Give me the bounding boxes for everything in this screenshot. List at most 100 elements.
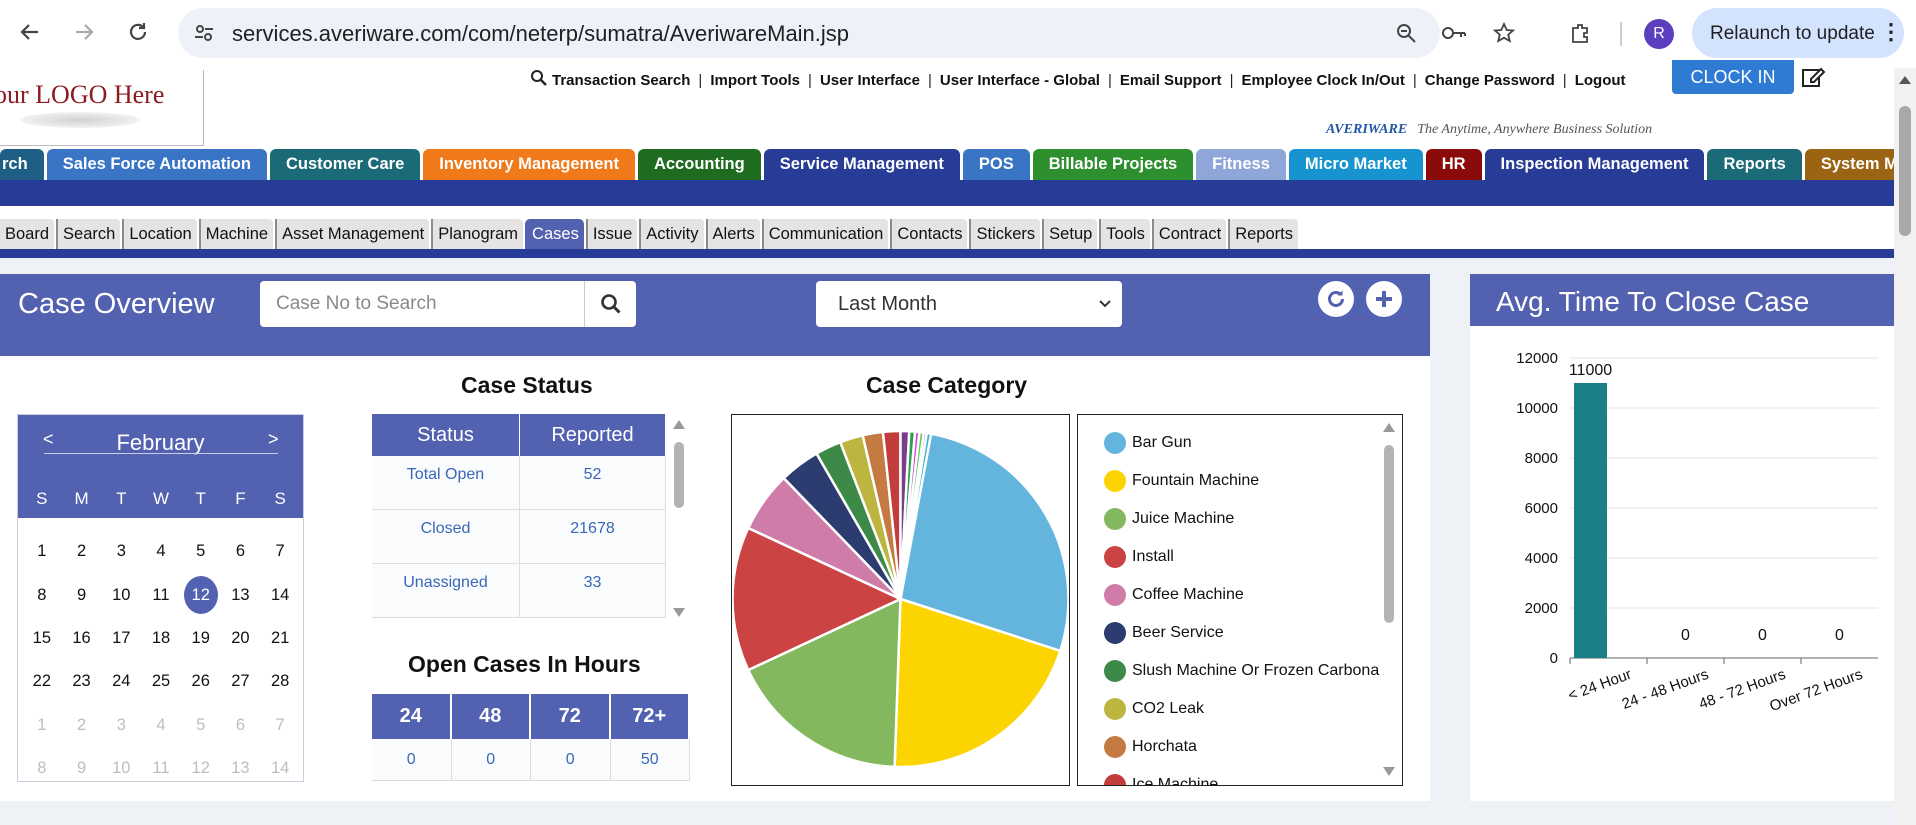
legend-item-bar-gun[interactable]: Bar Gun: [1104, 431, 1192, 455]
main-tab-customer-care[interactable]: Customer Care: [269, 149, 421, 180]
back-icon[interactable]: [16, 18, 44, 46]
calendar-day[interactable]: 6: [235, 542, 246, 561]
main-tab-service-management[interactable]: Service Management: [763, 149, 960, 180]
sub-tab-location[interactable]: Location: [122, 219, 197, 249]
calendar-day[interactable]: 1: [37, 542, 47, 561]
calendar-today-marker[interactable]: 12: [183, 576, 218, 615]
address-url[interactable]: services.averiware.com/com/neterp/sumatr…: [232, 21, 850, 46]
sub-tab-activity[interactable]: Activity: [639, 219, 704, 249]
case-status-label[interactable]: Closed: [372, 510, 520, 563]
scroll-up-arrow[interactable]: [673, 420, 685, 429]
calendar-day[interactable]: 13: [231, 585, 250, 604]
main-tab-sales-force-automation[interactable]: Sales Force Automation: [46, 149, 267, 180]
link-employee-clock[interactable]: Employee Clock In/Out: [1241, 71, 1405, 89]
calendar-day[interactable]: 3: [116, 715, 126, 734]
sub-tab-reports[interactable]: Reports: [1228, 219, 1298, 249]
password-key-icon[interactable]: [1440, 19, 1468, 47]
calendar-day[interactable]: 8: [37, 585, 47, 604]
calendar-day[interactable]: 27: [231, 672, 250, 691]
legend-item-beer-service[interactable]: Beer Service: [1104, 621, 1224, 645]
link-logout[interactable]: Logout: [1574, 71, 1626, 89]
calendar-day[interactable]: 6: [235, 715, 246, 734]
clock-in-button[interactable]: CLOCK IN: [1672, 60, 1794, 94]
calendar-day[interactable]: 9: [76, 759, 87, 778]
pie-slice[interactable]: [746, 597, 902, 769]
sub-tab-issue[interactable]: Issue: [585, 219, 638, 249]
calendar-day[interactable]: 25: [151, 672, 171, 691]
main-tab-accounting[interactable]: Accounting: [637, 149, 761, 180]
main-tab-pos[interactable]: POS: [962, 149, 1030, 180]
calendar-day[interactable]: 9: [76, 585, 87, 604]
legend-item-coffee-machine[interactable]: Coffee Machine: [1104, 583, 1244, 607]
calendar-day[interactable]: 10: [112, 585, 131, 604]
legend-item-horchata[interactable]: Horchata: [1104, 735, 1197, 759]
calendar-day[interactable]: 20: [231, 628, 250, 647]
calendar-day[interactable]: 15: [32, 628, 52, 647]
edit-icon[interactable]: [1800, 64, 1826, 90]
calendar-day[interactable]: 11: [152, 759, 170, 778]
main-tab-billable-projects[interactable]: Billable Projects: [1032, 149, 1194, 180]
calendar-day[interactable]: 19: [191, 628, 210, 647]
calendar-day[interactable]: 10: [112, 759, 131, 778]
calendar-day[interactable]: 26: [191, 672, 210, 691]
link-transaction-search[interactable]: Transaction Search: [552, 71, 691, 89]
calendar-day[interactable]: 18: [151, 628, 171, 647]
pie-slice[interactable]: [731, 526, 904, 672]
calendar-day[interactable]: 8: [37, 759, 47, 778]
calendar-day[interactable]: 2: [76, 715, 87, 734]
legend-item-juice-machine[interactable]: Juice Machine: [1104, 507, 1234, 531]
calendar-prev-button[interactable]: <: [43, 429, 54, 449]
calendar-day[interactable]: 4: [156, 715, 166, 734]
legend-item-co2-leak[interactable]: CO2 Leak: [1104, 697, 1204, 721]
main-tab-hr[interactable]: HR: [1425, 149, 1482, 180]
case-status-label[interactable]: Total Open: [372, 456, 520, 509]
sub-tab-asset-management[interactable]: Asset Management: [275, 219, 430, 249]
menu-dots-icon[interactable]: ⋮: [1880, 19, 1902, 44]
calendar-day[interactable]: 12: [191, 759, 210, 778]
sub-tab-contract[interactable]: Contract: [1151, 219, 1227, 249]
calendar-day[interactable]: 28: [270, 672, 290, 691]
sub-tab-board[interactable]: Board: [0, 219, 55, 249]
calendar-day[interactable]: 5: [196, 715, 206, 734]
sub-tab-communication[interactable]: Communication: [761, 219, 889, 249]
calendar-day[interactable]: 24: [112, 672, 131, 691]
sub-tab-tools[interactable]: Tools: [1099, 219, 1150, 249]
calendar-day[interactable]: 7: [275, 715, 285, 734]
sub-tab-alerts[interactable]: Alerts: [705, 219, 760, 249]
scroll-up-arrow[interactable]: [1383, 423, 1395, 432]
link-email-support[interactable]: Email Support: [1119, 71, 1222, 89]
pie-slice[interactable]: [899, 429, 1070, 653]
page-scroll-thumb[interactable]: [1899, 106, 1911, 236]
sub-tab-contacts[interactable]: Contacts: [890, 219, 968, 249]
relaunch-button[interactable]: Relaunch to update ⋮: [1692, 8, 1904, 58]
calendar-day[interactable]: 3: [116, 542, 126, 561]
calendar-next-button[interactable]: >: [268, 429, 279, 449]
case-status-label[interactable]: Unassigned: [372, 564, 520, 617]
legend-scrollbar[interactable]: [1382, 419, 1396, 781]
calendar-day[interactable]: 1: [37, 715, 47, 734]
scroll-down-arrow[interactable]: [1383, 767, 1395, 776]
calendar-day[interactable]: 22: [32, 672, 52, 691]
pie-slice[interactable]: [899, 431, 933, 600]
period-select[interactable]: Last Month: [816, 281, 1122, 327]
scroll-thumb[interactable]: [1384, 445, 1394, 623]
refresh-button[interactable]: [1318, 281, 1354, 317]
calendar-day[interactable]: 11: [152, 585, 170, 604]
case-status-count[interactable]: 21678: [520, 510, 666, 563]
link-user-interface-global[interactable]: User Interface - Global: [939, 71, 1100, 89]
profile-avatar[interactable]: R: [1644, 19, 1674, 49]
main-tab-inventory-management[interactable]: Inventory Management: [423, 149, 635, 180]
sub-tab-search[interactable]: Search: [56, 219, 121, 249]
address-bar[interactable]: [178, 8, 1440, 58]
calendar-day[interactable]: 17: [112, 628, 131, 647]
open-cases-value-72[interactable]: 0: [531, 739, 611, 780]
main-tab-micro-market[interactable]: Micro Market: [1288, 149, 1423, 180]
case-status-scrollbar[interactable]: [672, 414, 686, 622]
link-user-interface[interactable]: User Interface: [819, 71, 920, 89]
main-tab-fitness[interactable]: Fitness: [1196, 149, 1286, 180]
page-scrollbar[interactable]: [1894, 68, 1916, 825]
scroll-thumb[interactable]: [674, 442, 684, 508]
legend-item-ice-machine[interactable]: Ice Machine: [1104, 773, 1218, 785]
page-scroll-up-arrow[interactable]: [1899, 76, 1911, 84]
sub-tab-stickers[interactable]: Stickers: [969, 219, 1041, 249]
